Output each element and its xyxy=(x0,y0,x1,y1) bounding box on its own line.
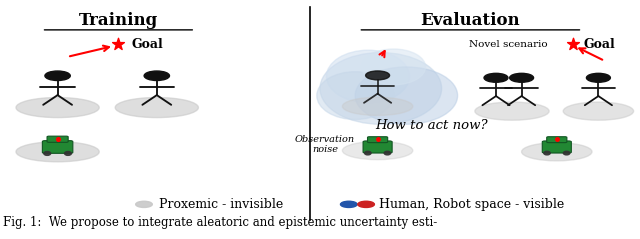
FancyBboxPatch shape xyxy=(42,141,73,153)
Ellipse shape xyxy=(65,152,72,155)
Ellipse shape xyxy=(44,152,51,155)
Text: Novel scenario: Novel scenario xyxy=(470,40,548,49)
Ellipse shape xyxy=(355,67,458,124)
Ellipse shape xyxy=(544,151,550,155)
FancyBboxPatch shape xyxy=(367,137,388,143)
Circle shape xyxy=(365,71,390,80)
Text: Proxemic - invisible: Proxemic - invisible xyxy=(159,198,283,211)
Ellipse shape xyxy=(522,143,592,161)
Point xyxy=(568,42,578,46)
Ellipse shape xyxy=(384,151,390,155)
Text: How to act now?: How to act now? xyxy=(376,119,488,132)
Text: Training: Training xyxy=(79,12,158,29)
Point xyxy=(113,42,124,46)
Ellipse shape xyxy=(320,53,442,124)
FancyBboxPatch shape xyxy=(47,136,68,142)
Circle shape xyxy=(45,71,70,81)
Text: Goal: Goal xyxy=(584,38,616,51)
Text: Observation
noise: Observation noise xyxy=(295,135,355,154)
Ellipse shape xyxy=(16,98,99,118)
Text: Goal: Goal xyxy=(131,38,163,51)
Circle shape xyxy=(484,73,508,82)
Circle shape xyxy=(136,201,152,207)
Ellipse shape xyxy=(317,72,394,120)
Circle shape xyxy=(586,73,611,82)
Ellipse shape xyxy=(16,142,99,162)
Circle shape xyxy=(340,201,357,207)
Ellipse shape xyxy=(365,151,371,155)
Text: Human, Robot space - visible: Human, Robot space - visible xyxy=(379,198,564,211)
Ellipse shape xyxy=(362,49,426,85)
Ellipse shape xyxy=(563,102,634,120)
Ellipse shape xyxy=(326,50,410,103)
Ellipse shape xyxy=(342,141,413,160)
FancyBboxPatch shape xyxy=(547,137,567,143)
Ellipse shape xyxy=(563,151,570,155)
Ellipse shape xyxy=(342,97,413,115)
Circle shape xyxy=(358,201,374,207)
Circle shape xyxy=(509,73,534,82)
FancyBboxPatch shape xyxy=(542,141,572,153)
Circle shape xyxy=(144,71,170,81)
Text: Evaluation: Evaluation xyxy=(420,12,520,29)
FancyBboxPatch shape xyxy=(363,141,392,153)
Text: Fig. 1:  We propose to integrate aleatoric and epistemic uncertainty esti-: Fig. 1: We propose to integrate aleatori… xyxy=(3,217,438,229)
Ellipse shape xyxy=(115,98,198,118)
Ellipse shape xyxy=(475,102,549,120)
